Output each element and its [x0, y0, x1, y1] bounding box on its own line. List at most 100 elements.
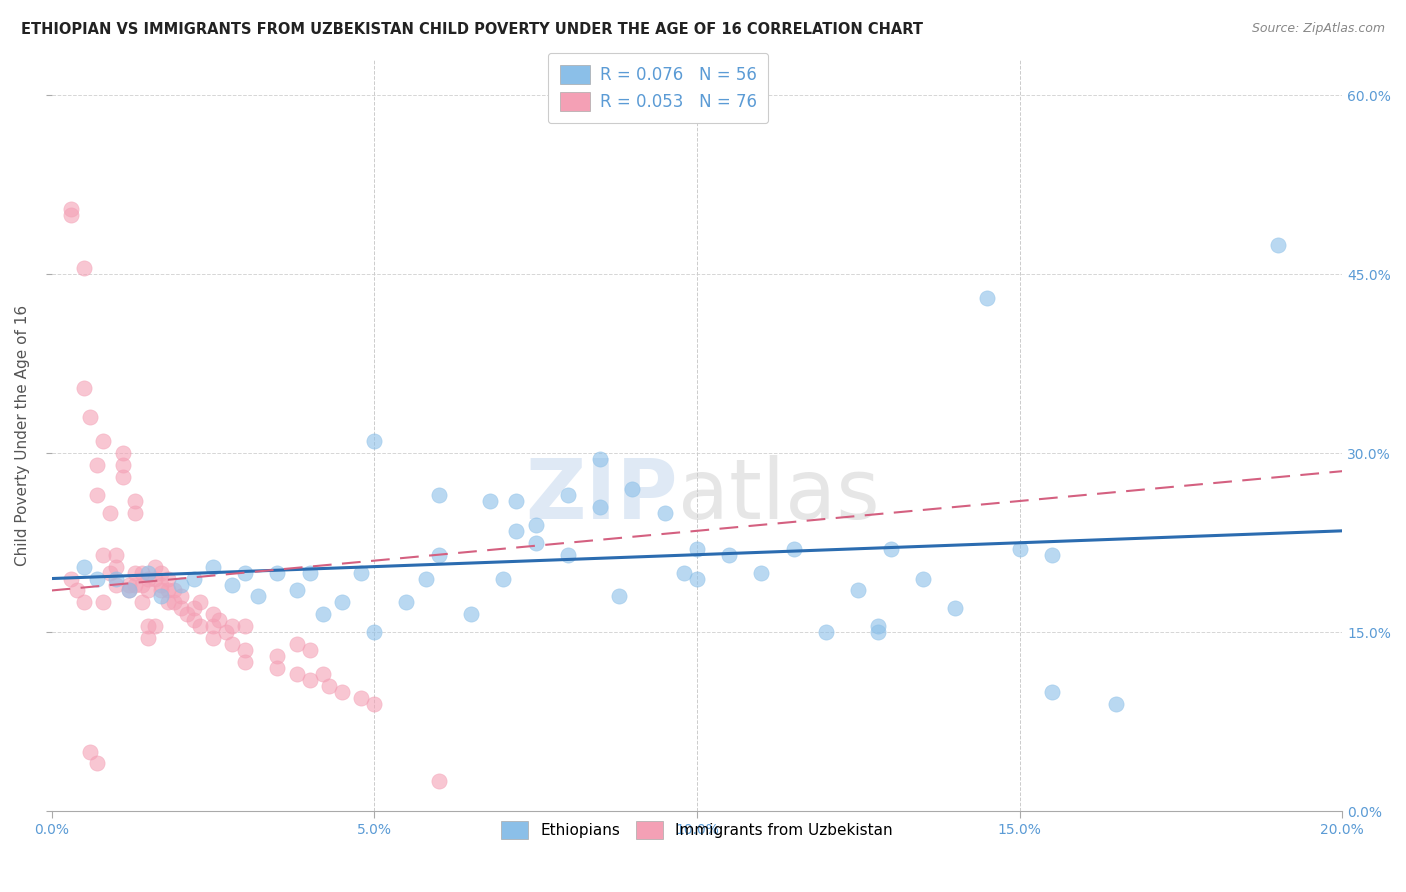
- Point: [105, 548, 128, 562]
- Point: [73, 261, 96, 276]
- Point: [221, 619, 243, 633]
- Point: [298, 673, 321, 687]
- Point: [136, 583, 159, 598]
- Point: [298, 566, 321, 580]
- Point: [86, 488, 108, 502]
- Point: [111, 446, 134, 460]
- Text: ETHIOPIAN VS IMMIGRANTS FROM UZBEKISTAN CHILD POVERTY UNDER THE AGE OF 16 CORREL: ETHIOPIAN VS IMMIGRANTS FROM UZBEKISTAN …: [21, 22, 924, 37]
- Text: atlas: atlas: [678, 455, 879, 536]
- Y-axis label: Child Poverty Under the Age of 16: Child Poverty Under the Age of 16: [15, 305, 30, 566]
- Point: [150, 583, 173, 598]
- Point: [105, 577, 128, 591]
- Point: [1105, 697, 1128, 711]
- Point: [188, 595, 211, 609]
- Point: [1008, 541, 1031, 556]
- Point: [609, 590, 631, 604]
- Point: [427, 488, 450, 502]
- Point: [111, 458, 134, 473]
- Point: [105, 559, 128, 574]
- Legend: Ethiopians, Immigrants from Uzbekistan: Ethiopians, Immigrants from Uzbekistan: [495, 815, 898, 845]
- Point: [124, 577, 146, 591]
- Point: [221, 577, 243, 591]
- Point: [395, 595, 418, 609]
- Point: [221, 637, 243, 651]
- Point: [79, 410, 101, 425]
- Point: [427, 774, 450, 789]
- Point: [686, 541, 709, 556]
- Point: [98, 506, 121, 520]
- Point: [654, 506, 676, 520]
- Point: [201, 619, 224, 633]
- Point: [415, 572, 437, 586]
- Text: ZIP: ZIP: [524, 455, 678, 536]
- Point: [976, 291, 998, 305]
- Point: [505, 524, 527, 538]
- Point: [79, 745, 101, 759]
- Point: [672, 566, 695, 580]
- Point: [98, 566, 121, 580]
- Text: Source: ZipAtlas.com: Source: ZipAtlas.com: [1251, 22, 1385, 36]
- Point: [751, 566, 773, 580]
- Point: [1040, 685, 1063, 699]
- Point: [318, 679, 340, 693]
- Point: [201, 631, 224, 645]
- Point: [233, 643, 256, 657]
- Point: [124, 506, 146, 520]
- Point: [124, 494, 146, 508]
- Point: [183, 613, 205, 627]
- Point: [479, 494, 502, 508]
- Point: [363, 434, 385, 449]
- Point: [156, 595, 179, 609]
- Point: [350, 690, 373, 705]
- Point: [169, 601, 191, 615]
- Point: [105, 572, 128, 586]
- Point: [59, 572, 82, 586]
- Point: [350, 566, 373, 580]
- Point: [131, 566, 153, 580]
- Point: [183, 601, 205, 615]
- Point: [266, 566, 288, 580]
- Point: [911, 572, 934, 586]
- Point: [363, 697, 385, 711]
- Point: [201, 607, 224, 622]
- Point: [86, 572, 108, 586]
- Point: [589, 452, 612, 467]
- Point: [686, 572, 709, 586]
- Point: [91, 434, 114, 449]
- Point: [91, 548, 114, 562]
- Point: [136, 572, 159, 586]
- Point: [150, 590, 173, 604]
- Point: [330, 595, 353, 609]
- Point: [814, 625, 837, 640]
- Point: [298, 643, 321, 657]
- Point: [330, 685, 353, 699]
- Point: [866, 625, 889, 640]
- Point: [143, 559, 166, 574]
- Point: [131, 577, 153, 591]
- Point: [266, 661, 288, 675]
- Point: [505, 494, 527, 508]
- Point: [136, 619, 159, 633]
- Point: [111, 470, 134, 484]
- Point: [118, 583, 141, 598]
- Point: [866, 619, 889, 633]
- Point: [118, 577, 141, 591]
- Point: [59, 202, 82, 216]
- Point: [136, 631, 159, 645]
- Point: [718, 548, 741, 562]
- Point: [285, 637, 308, 651]
- Point: [169, 577, 191, 591]
- Point: [943, 601, 966, 615]
- Point: [311, 607, 333, 622]
- Point: [1040, 548, 1063, 562]
- Point: [557, 488, 579, 502]
- Point: [233, 655, 256, 669]
- Point: [201, 559, 224, 574]
- Point: [163, 583, 186, 598]
- Point: [363, 625, 385, 640]
- Point: [285, 583, 308, 598]
- Point: [118, 583, 141, 598]
- Point: [86, 756, 108, 771]
- Point: [208, 613, 231, 627]
- Point: [311, 667, 333, 681]
